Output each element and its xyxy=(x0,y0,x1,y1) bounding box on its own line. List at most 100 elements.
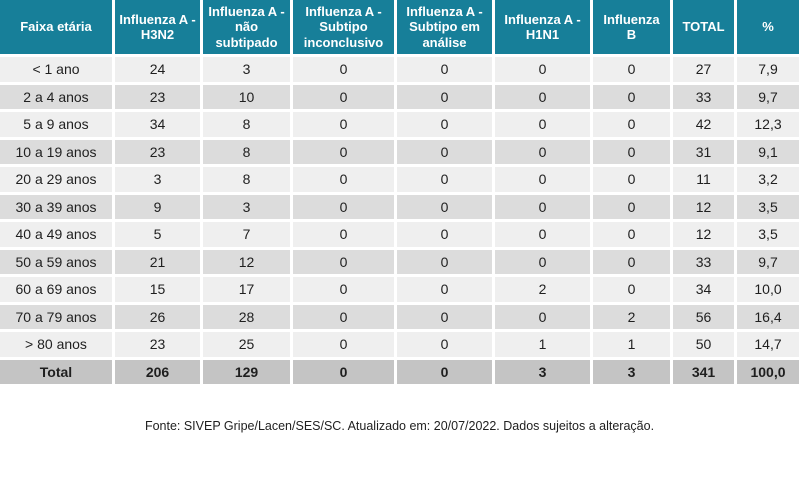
cell-value: 0 xyxy=(397,304,495,332)
influenza-age-table: Faixa etária Influenza A - H3N2 Influenza … xyxy=(0,0,799,387)
cell-value: 3,5 xyxy=(737,194,799,222)
cell-value: 0 xyxy=(293,359,397,387)
cell-value: 9,7 xyxy=(737,249,799,277)
cell-value: 0 xyxy=(593,139,673,167)
cell-value: 27 xyxy=(673,57,737,85)
cell-value: 0 xyxy=(293,57,397,85)
cell-value: 341 xyxy=(673,359,737,387)
cell-value: 0 xyxy=(293,84,397,112)
total-row: Total 206 129 0 0 3 3 341 100,0 xyxy=(0,359,799,387)
cell-value: 7,9 xyxy=(737,57,799,85)
cell-value: 10 xyxy=(203,84,293,112)
table-row: < 1 ano 24 3 0 0 0 0 27 7,9 xyxy=(0,57,799,85)
cell-value: 0 xyxy=(495,167,593,195)
cell-value: 0 xyxy=(293,304,397,332)
cell-value: 12 xyxy=(203,249,293,277)
column-header-2: Influenza A - não subtipado xyxy=(203,0,293,57)
cell-value: 0 xyxy=(397,194,495,222)
cell-value: 206 xyxy=(115,359,203,387)
source-note: Fonte: SIVEP Gripe/Lacen/SES/SC. Atualiz… xyxy=(144,419,655,433)
cell-value: 3,5 xyxy=(737,222,799,250)
table-row: 50 a 59 anos 21 12 0 0 0 0 33 9,7 xyxy=(0,249,799,277)
cell-value: 11 xyxy=(673,167,737,195)
cell-value: 0 xyxy=(495,139,593,167)
row-label: 40 a 49 anos xyxy=(0,222,115,250)
row-label: 2 a 4 anos xyxy=(0,84,115,112)
table-body: < 1 ano 24 3 0 0 0 0 27 7,9 2 a 4 anos 23 10 0 0 0 0 33 9… xyxy=(0,57,799,387)
cell-value: 8 xyxy=(203,139,293,167)
cell-value: 0 xyxy=(397,222,495,250)
row-label: > 80 anos xyxy=(0,332,115,360)
cell-value: 42 xyxy=(673,112,737,140)
cell-value: 2 xyxy=(593,304,673,332)
cell-value: 0 xyxy=(495,84,593,112)
cell-value: 31 xyxy=(673,139,737,167)
cell-value: 0 xyxy=(593,222,673,250)
cell-value: 26 xyxy=(115,304,203,332)
cell-value: 0 xyxy=(495,304,593,332)
cell-value: 0 xyxy=(397,167,495,195)
cell-value: 0 xyxy=(293,222,397,250)
table-row: 70 a 79 anos 26 28 0 0 0 2 56 16,4 xyxy=(0,304,799,332)
table-row: 5 a 9 anos 34 8 0 0 0 0 42 12,3 xyxy=(0,112,799,140)
cell-value: 3 xyxy=(203,194,293,222)
cell-value: 3,2 xyxy=(737,167,799,195)
cell-value: 16,4 xyxy=(737,304,799,332)
column-header-8: % xyxy=(737,0,799,57)
cell-value: 3 xyxy=(115,167,203,195)
cell-value: 0 xyxy=(593,167,673,195)
cell-value: 0 xyxy=(293,167,397,195)
cell-value: 33 xyxy=(673,84,737,112)
cell-value: 34 xyxy=(673,277,737,305)
cell-value: 0 xyxy=(593,249,673,277)
cell-value: 23 xyxy=(115,332,203,360)
cell-value: 8 xyxy=(203,167,293,195)
cell-value: 0 xyxy=(593,57,673,85)
table-row: 20 a 29 anos 3 8 0 0 0 0 11 3,2 xyxy=(0,167,799,195)
header-row: Faixa etária Influenza A - H3N2 Influenza … xyxy=(0,0,799,57)
cell-value: 34 xyxy=(115,112,203,140)
cell-value: 21 xyxy=(115,249,203,277)
row-label: 30 a 39 anos xyxy=(0,194,115,222)
column-header-1: Influenza A - H3N2 xyxy=(115,0,203,57)
row-label: < 1 ano xyxy=(0,57,115,85)
cell-value: 5 xyxy=(115,222,203,250)
table-row: 40 a 49 anos 5 7 0 0 0 0 12 3,5 xyxy=(0,222,799,250)
cell-value: 0 xyxy=(293,277,397,305)
cell-value: 0 xyxy=(495,112,593,140)
cell-value: 0 xyxy=(593,194,673,222)
row-label: 10 a 19 anos xyxy=(0,139,115,167)
table-row: 10 a 19 anos 23 8 0 0 0 0 31 9,1 xyxy=(0,139,799,167)
cell-value: 100,0 xyxy=(737,359,799,387)
cell-value: 3 xyxy=(593,359,673,387)
column-header-7: TOTAL xyxy=(673,0,737,57)
cell-value: 14,7 xyxy=(737,332,799,360)
cell-value: 9,1 xyxy=(737,139,799,167)
row-label: 70 a 79 anos xyxy=(0,304,115,332)
cell-value: 0 xyxy=(293,112,397,140)
cell-value: 23 xyxy=(115,139,203,167)
cell-value: 7 xyxy=(203,222,293,250)
cell-value: 0 xyxy=(397,84,495,112)
column-header-4: Influenza A - Subtipo em análise xyxy=(397,0,495,57)
cell-value: 0 xyxy=(495,249,593,277)
cell-value: 0 xyxy=(397,359,495,387)
cell-value: 9,7 xyxy=(737,84,799,112)
cell-value: 0 xyxy=(293,249,397,277)
cell-value: 28 xyxy=(203,304,293,332)
table-row: 2 a 4 anos 23 10 0 0 0 0 33 9,7 xyxy=(0,84,799,112)
row-label: 60 a 69 anos xyxy=(0,277,115,305)
row-label: 50 a 59 anos xyxy=(0,249,115,277)
cell-value: 0 xyxy=(593,84,673,112)
cell-value: 0 xyxy=(397,112,495,140)
cell-value: 1 xyxy=(593,332,673,360)
cell-value: 0 xyxy=(593,277,673,305)
cell-value: 0 xyxy=(293,139,397,167)
column-header-3: Influenza A - Subtipo inconclusivo xyxy=(293,0,397,57)
cell-value: 0 xyxy=(495,57,593,85)
cell-value: 1 xyxy=(495,332,593,360)
cell-value: 129 xyxy=(203,359,293,387)
cell-value: 0 xyxy=(397,277,495,305)
table-header: Faixa etária Influenza A - H3N2 Influenza … xyxy=(0,0,799,57)
cell-value: 12 xyxy=(673,194,737,222)
